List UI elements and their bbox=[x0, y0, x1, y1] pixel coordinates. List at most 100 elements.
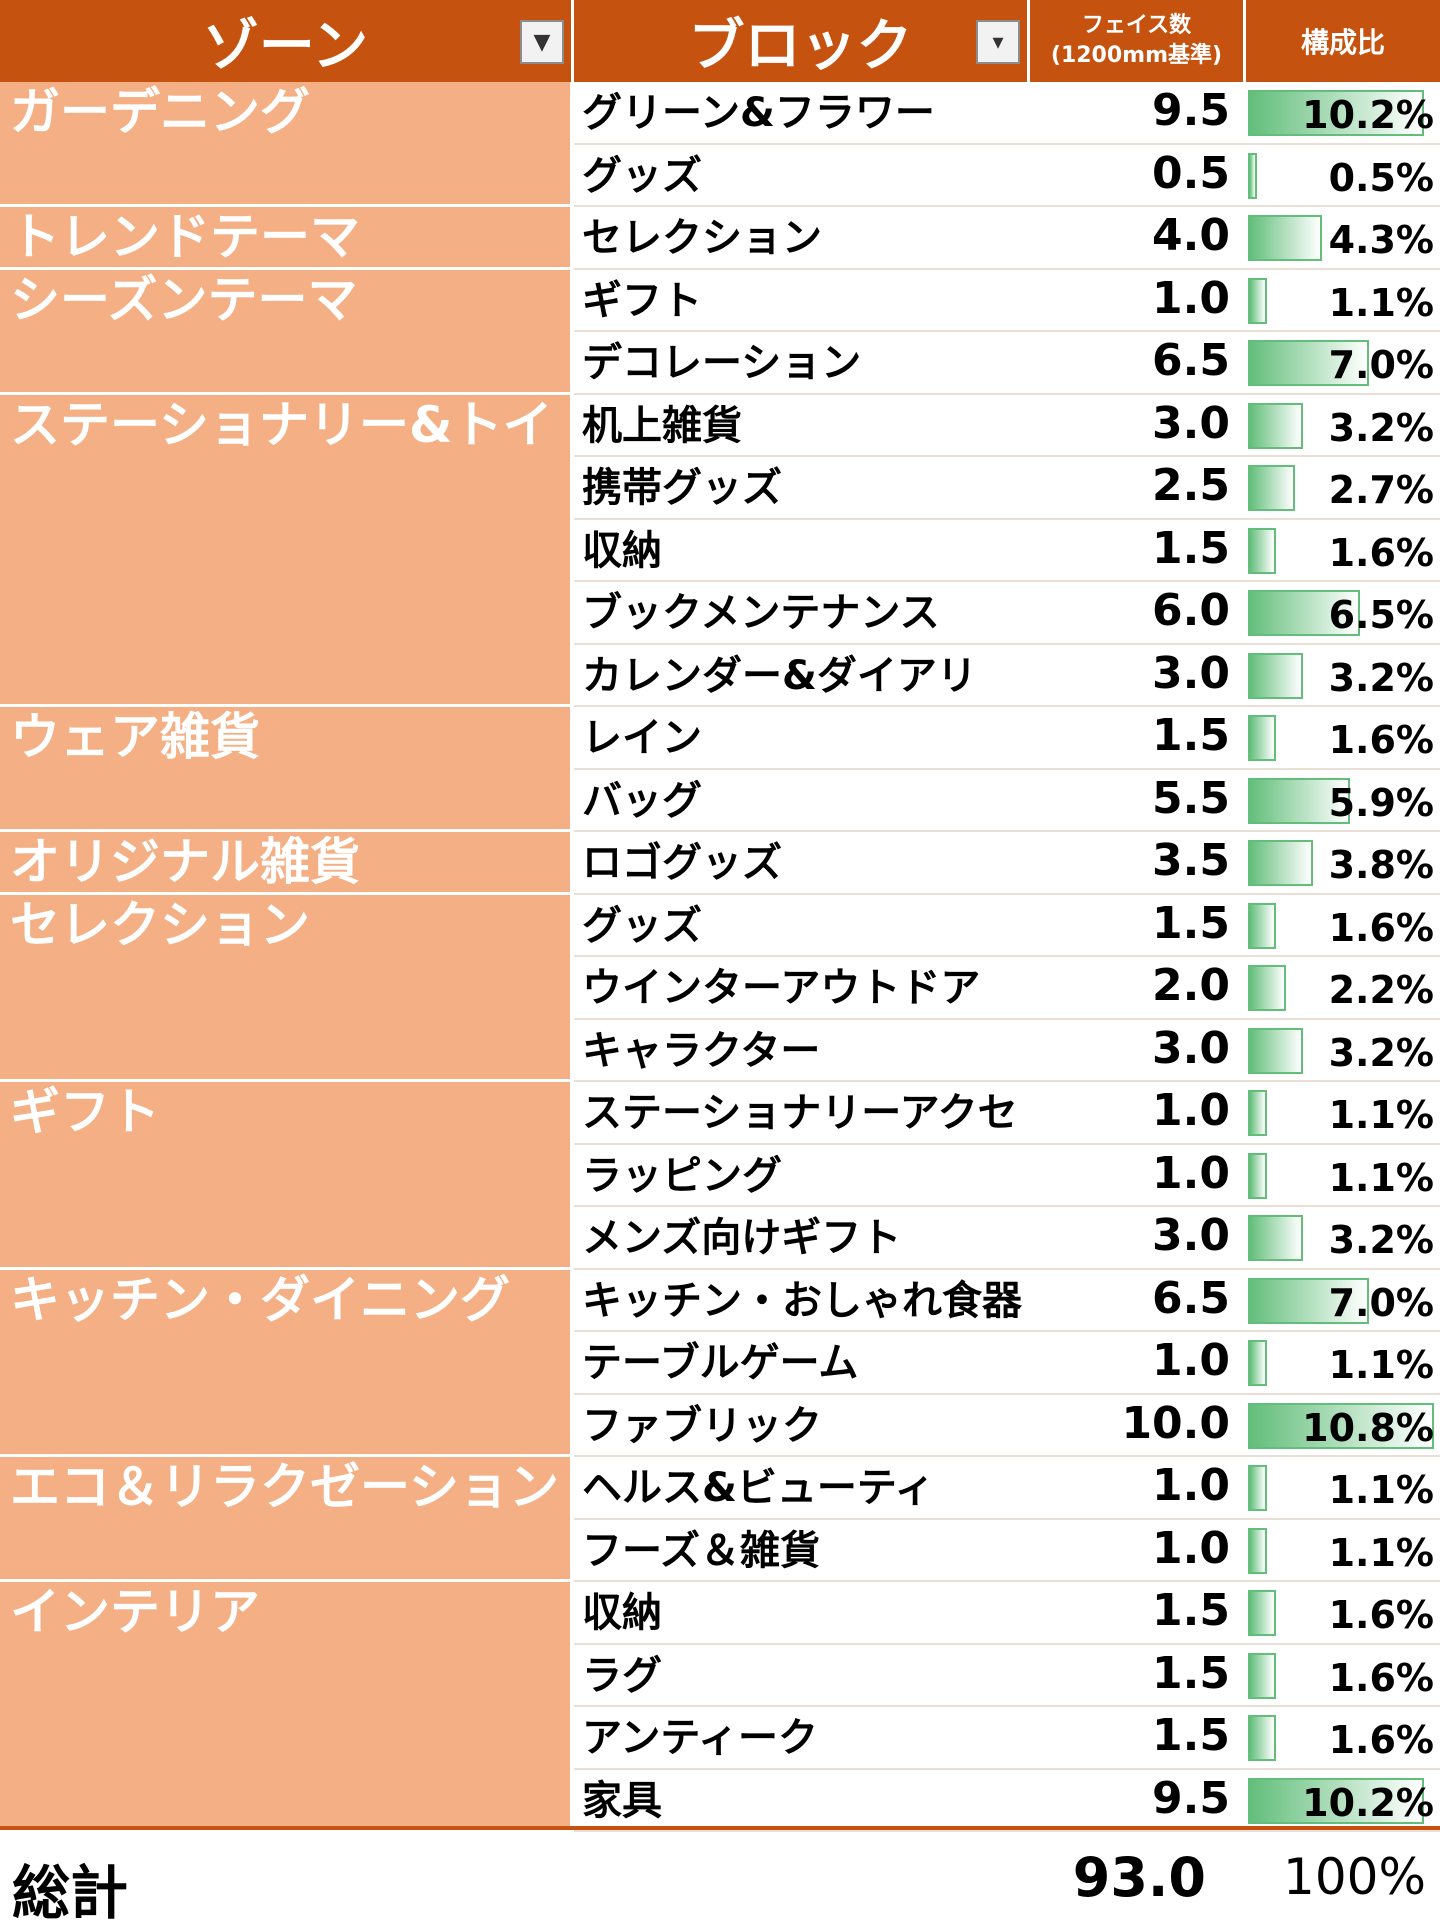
table-row[interactable]: ヘルス&ビューティ 1.0 1.1% bbox=[574, 1457, 1440, 1520]
table-row[interactable]: キッチン・おしゃれ食器 6.5 7.0% bbox=[574, 1270, 1440, 1332]
ratio-cell: 1.6% bbox=[1248, 1586, 1438, 1640]
face-count: 1.0 bbox=[1152, 1085, 1230, 1136]
block-name: セレクション bbox=[582, 215, 822, 261]
table-row[interactable]: キャラクター 3.0 3.2% bbox=[574, 1020, 1440, 1082]
header-face-line2: (1200mm基準) bbox=[1050, 43, 1223, 68]
data-bar bbox=[1248, 90, 1424, 136]
zone-cell[interactable]: セレクション bbox=[0, 894, 570, 1082]
table-row[interactable]: レイン 1.5 1.6% bbox=[574, 707, 1440, 770]
zone-cell[interactable]: ガーデニング bbox=[0, 82, 570, 207]
ratio-cell: 10.2% bbox=[1248, 1774, 1438, 1828]
ratio-cell: 3.2% bbox=[1248, 649, 1438, 703]
ratio-cell: 0.5% bbox=[1248, 149, 1438, 203]
table-row[interactable]: デコレーション 6.5 7.0% bbox=[574, 332, 1440, 395]
dropdown-arrow-icon[interactable]: ▾ bbox=[976, 20, 1020, 64]
table-row[interactable]: 収納 1.5 1.6% bbox=[574, 1582, 1440, 1645]
block-name: グリーン&フラワー bbox=[582, 90, 935, 136]
block-name: バッグ bbox=[582, 777, 702, 824]
ratio-label: 1.1% bbox=[1328, 1093, 1434, 1137]
data-bar bbox=[1248, 1277, 1369, 1324]
face-count: 3.0 bbox=[1152, 647, 1230, 699]
data-bar bbox=[1248, 902, 1276, 949]
table-row[interactable]: ウインターアウトドア 2.0 2.2% bbox=[574, 957, 1440, 1020]
face-count: 1.5 bbox=[1152, 1710, 1230, 1761]
table-row[interactable]: 机上雑貨 3.0 3.2% bbox=[574, 395, 1440, 457]
ratio-label: 3.2% bbox=[1328, 655, 1434, 700]
zone-cell[interactable]: エコ＆リラクゼーション bbox=[0, 1457, 570, 1582]
table-row[interactable]: グリーン&フラワー 9.5 10.2% bbox=[574, 82, 1440, 145]
zone-cell[interactable]: ステーショナリー&トイ bbox=[0, 394, 570, 707]
table-row[interactable]: グッズ 1.5 1.6% bbox=[574, 895, 1440, 957]
ratio-cell: 5.9% bbox=[1248, 774, 1438, 828]
table-row[interactable]: テーブルゲーム 1.0 1.1% bbox=[574, 1332, 1440, 1395]
block-name: メンズ向けギフト bbox=[582, 1215, 902, 1261]
header-face: フェイス数 (1200mm基準) bbox=[1030, 0, 1246, 82]
block-name: ギフト bbox=[582, 277, 702, 324]
zone-cell[interactable]: ギフト bbox=[0, 1082, 570, 1270]
table-row[interactable]: 収納 1.5 1.6% bbox=[574, 520, 1440, 582]
table-row[interactable]: カレンダー&ダイアリ 3.0 3.2% bbox=[574, 645, 1440, 707]
block-name: ステーショナリーアクセ bbox=[582, 1090, 1018, 1136]
data-bar bbox=[1248, 1465, 1267, 1511]
face-count: 1.5 bbox=[1152, 522, 1230, 574]
ratio-cell: 1.1% bbox=[1248, 274, 1438, 328]
table-row[interactable]: セレクション 4.0 4.3% bbox=[574, 207, 1440, 270]
zone-cell[interactable]: インテリア bbox=[0, 1582, 570, 1832]
header-ratio: 構成比 bbox=[1246, 0, 1440, 82]
table-row[interactable]: フーズ＆雑貨 1.0 1.1% bbox=[574, 1520, 1440, 1582]
face-count: 6.5 bbox=[1152, 335, 1230, 386]
zone-cell[interactable]: シーズンテーマ bbox=[0, 269, 570, 395]
ratio-label: 1.6% bbox=[1328, 530, 1434, 575]
face-count: 1.0 bbox=[1152, 1147, 1230, 1199]
data-bar bbox=[1248, 1152, 1267, 1199]
zone-cell[interactable]: オリジナル雑貨 bbox=[0, 832, 570, 895]
face-count: 3.0 bbox=[1152, 1210, 1230, 1261]
zone-cell[interactable]: ウェア雑貨 bbox=[0, 707, 570, 832]
table-row[interactable]: メンズ向けギフト 3.0 3.2% bbox=[574, 1207, 1440, 1270]
table-row[interactable]: アンティーク 1.5 1.6% bbox=[574, 1707, 1440, 1770]
zone-cell[interactable]: キッチン・ダイニング bbox=[0, 1269, 570, 1457]
face-count: 6.5 bbox=[1152, 1272, 1230, 1324]
data-bar bbox=[1248, 652, 1304, 699]
table-row[interactable]: ファブリック 10.0 10.8% bbox=[574, 1395, 1440, 1457]
ratio-label: 10.2% bbox=[1302, 1780, 1434, 1825]
block-name: デコレーション bbox=[582, 340, 862, 386]
block-name: ヘルス&ビューティ bbox=[582, 1465, 935, 1511]
table-row[interactable]: ブックメンテナンス 6.0 6.5% bbox=[574, 582, 1440, 645]
header-zone[interactable]: ゾーン ▼ bbox=[0, 0, 574, 82]
table-row[interactable]: グッズ 0.5 0.5% bbox=[574, 145, 1440, 207]
face-count: 3.5 bbox=[1152, 835, 1230, 886]
table-row[interactable]: ギフト 1.0 1.1% bbox=[574, 270, 1440, 332]
block-name: 家具 bbox=[582, 1777, 662, 1824]
face-count: 1.0 bbox=[1152, 1460, 1230, 1511]
ratio-cell: 1.1% bbox=[1248, 1086, 1438, 1140]
total-face-value: 93.0 bbox=[1072, 1846, 1206, 1909]
block-name: ファブリック bbox=[582, 1402, 822, 1449]
table-row[interactable]: ロゴグッズ 3.5 3.8% bbox=[574, 832, 1440, 895]
ratio-cell: 3.8% bbox=[1248, 836, 1438, 890]
data-bar bbox=[1248, 340, 1369, 386]
table-row[interactable]: ステーショナリーアクセ 1.0 1.1% bbox=[574, 1082, 1440, 1145]
table-row[interactable]: 携帯グッズ 2.5 2.7% bbox=[574, 457, 1440, 520]
block-name: グッズ bbox=[582, 152, 702, 199]
block-name: 机上雑貨 bbox=[582, 402, 742, 449]
zone-cell[interactable]: トレンドテーマ bbox=[0, 207, 570, 270]
data-bar bbox=[1248, 1340, 1267, 1386]
data-bar bbox=[1248, 1777, 1424, 1824]
header-ratio-label: 構成比 bbox=[1300, 26, 1385, 59]
ratio-label: 2.2% bbox=[1328, 968, 1434, 1012]
table-row[interactable]: ラッピング 1.0 1.1% bbox=[574, 1145, 1440, 1207]
table-row[interactable]: ラグ 1.5 1.6% bbox=[574, 1645, 1440, 1707]
filter-active-icon[interactable]: ▼ bbox=[520, 20, 564, 64]
face-count: 1.5 bbox=[1152, 710, 1230, 761]
face-count: 4.0 bbox=[1152, 210, 1230, 261]
ratio-cell: 6.5% bbox=[1248, 586, 1438, 640]
table-row[interactable]: 家具 9.5 10.2% bbox=[574, 1770, 1440, 1832]
block-name: カレンダー&ダイアリ bbox=[582, 652, 977, 699]
ratio-label: 1.1% bbox=[1328, 1530, 1434, 1575]
ratio-cell: 7.0% bbox=[1248, 336, 1438, 390]
face-count: 10.0 bbox=[1121, 1397, 1230, 1449]
table-row[interactable]: バッグ 5.5 5.9% bbox=[574, 770, 1440, 832]
block-name: ラグ bbox=[582, 1652, 662, 1699]
header-block[interactable]: ブロック ▾ bbox=[574, 0, 1030, 82]
